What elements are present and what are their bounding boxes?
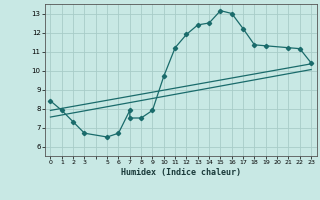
X-axis label: Humidex (Indice chaleur): Humidex (Indice chaleur) [121,168,241,177]
